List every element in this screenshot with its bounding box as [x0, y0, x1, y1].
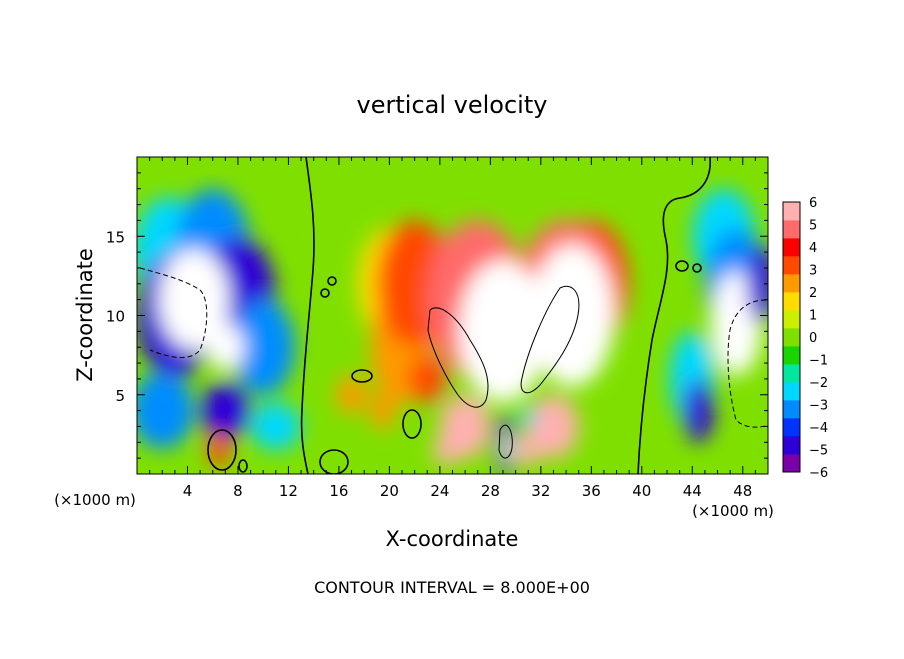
contour-lines [139, 157, 767, 474]
contour-updraft-base [498, 424, 513, 459]
colorbar-swatch [783, 328, 800, 347]
velocity-cell [503, 434, 513, 463]
colorbar-tick-label: −1 [809, 354, 828, 369]
colorbar-frame [782, 201, 801, 473]
velocity-cell [683, 378, 714, 443]
x-tick-label: 48 [733, 482, 752, 500]
y-tick-label: 5 [115, 387, 125, 405]
y-tick-label: 15 [106, 228, 125, 246]
x-tick-label: 40 [632, 482, 651, 500]
x-tick-label: 12 [279, 482, 298, 500]
velocity-cell [206, 323, 245, 371]
x-tick-label: 24 [430, 482, 449, 500]
contour-cell [402, 409, 422, 439]
velocity-cell [158, 248, 230, 351]
colorbar-tick-label: 0 [809, 331, 817, 346]
velocity-cell [530, 244, 615, 387]
colorbar-swatch [783, 220, 800, 239]
velocity-cell [515, 434, 541, 467]
contour-cell [320, 288, 330, 298]
contour-cell [319, 449, 349, 474]
y-axis-label: Z-coordinate [73, 248, 97, 382]
colorbar-tick-label: 4 [809, 241, 817, 256]
velocity-cell [370, 391, 396, 430]
contour-downdraft-right [727, 299, 767, 428]
colorbar-tick-label: 5 [809, 219, 817, 234]
colorbar-swatch [783, 382, 800, 401]
velocity-cell [200, 382, 251, 440]
colorbar-swatch [783, 436, 800, 455]
contour-cell [207, 429, 237, 471]
x-axis-unit: (×1000 m) [692, 502, 774, 520]
colorbar-tick-label: −6 [809, 466, 828, 481]
colorbar-swatch [783, 310, 800, 329]
contour-updraft-left [427, 307, 489, 408]
colorbar-tick-label: 1 [809, 309, 817, 324]
y-axis: 5 10 15 [106, 172, 768, 459]
velocity-cell [137, 372, 194, 449]
colorbar-tick-label: −4 [809, 421, 828, 436]
colorbar-swatch [783, 238, 800, 257]
colorbar-swatch [783, 256, 800, 275]
x-axis-label: X-coordinate [386, 527, 519, 551]
chart-title: vertical velocity [357, 91, 548, 119]
x-tick-label: 44 [683, 482, 702, 500]
colorbar-swatch [783, 400, 800, 419]
colorbar-swatch [783, 364, 800, 383]
colorbar-tick-label: 3 [809, 264, 817, 279]
contour-cell [327, 276, 337, 286]
x-tick-label: 8 [233, 482, 243, 500]
velocity-cell [250, 402, 302, 451]
contour-updraft-right [520, 285, 580, 394]
x-tick-label: 4 [183, 482, 193, 500]
contour-cell [351, 369, 373, 383]
velocity-cell [408, 355, 447, 403]
x-axis: 4 8 12 16 20 24 28 32 36 40 44 48 [149, 157, 756, 500]
colorbar-tick-label: −5 [809, 444, 828, 459]
colorbar-tick-label: 2 [809, 286, 817, 301]
contour-downdraft-left [139, 267, 208, 358]
velocity-cell [231, 299, 295, 395]
zero-contour-left [300, 157, 315, 474]
x-tick-label: 28 [481, 482, 500, 500]
colorbar-swatch [783, 346, 800, 365]
x-tick-label: 36 [582, 482, 601, 500]
velocity-cell [746, 244, 768, 324]
colorbar-swatch [783, 454, 800, 473]
contour-cell [238, 459, 248, 473]
contour-interval-note: CONTOUR INTERVAL = 8.000E+00 [314, 578, 590, 597]
colorbar-swatch [783, 418, 800, 437]
velocity-cell [207, 432, 231, 468]
x-tick-label: 32 [531, 482, 550, 500]
colorbar-tick-label: −3 [809, 399, 828, 414]
x-origin-unit: (×1000 m) [54, 491, 136, 509]
contour-cell [675, 260, 689, 272]
zero-contour-right [637, 157, 711, 474]
colorbar-tick-label: 6 [809, 196, 817, 211]
velocity-cell [520, 405, 536, 429]
colorbar-tick-label: −2 [809, 376, 828, 391]
x-tick-label: 20 [380, 482, 399, 500]
colorbar-swatch [783, 292, 800, 311]
colorbar: 6 5 4 3 2 1 0 −1 −2 −3 −4 −5 −6 [782, 196, 828, 481]
velocity-cell [433, 434, 459, 467]
velocity-cell [336, 375, 367, 414]
plot-area [137, 157, 768, 474]
velocity-field [137, 188, 768, 474]
velocity-cell [528, 394, 579, 459]
colorbar-swatch [783, 202, 800, 221]
x-tick-label: 16 [329, 482, 348, 500]
y-tick-label: 10 [106, 308, 125, 326]
colorbar-swatch [783, 274, 800, 293]
contour-cell [692, 263, 702, 273]
